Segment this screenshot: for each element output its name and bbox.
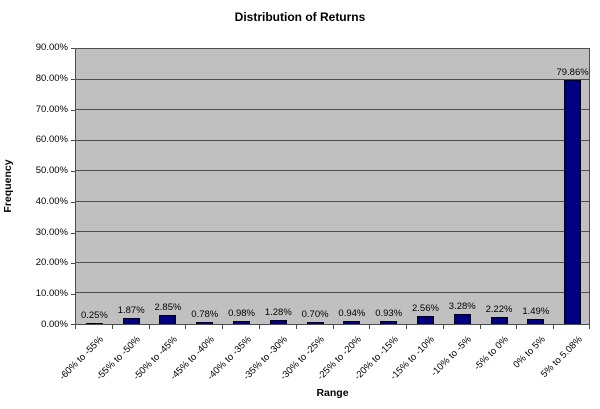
bar <box>490 317 508 324</box>
x-tick-mark <box>185 325 187 329</box>
bar-value-label: 0.93% <box>375 308 403 319</box>
x-tick-mark <box>369 325 371 329</box>
bar-value-label: 3.28% <box>448 301 476 312</box>
bar <box>306 322 324 324</box>
y-tick-mark <box>71 109 75 111</box>
y-tick-label: 70.00% <box>35 103 68 115</box>
y-tick-mark <box>71 263 75 265</box>
y-tick-label: 40.00% <box>35 195 68 207</box>
bar-value-label: 0.94% <box>338 308 366 319</box>
y-tick-mark <box>71 294 75 296</box>
y-gridline <box>76 170 589 172</box>
y-axis-title: Frequency <box>2 159 14 213</box>
bar <box>453 314 471 324</box>
y-tick-label: 10.00% <box>35 288 68 300</box>
y-gridline <box>76 139 589 141</box>
y-tick-label: 50.00% <box>35 165 68 177</box>
y-tick-mark <box>71 78 75 80</box>
bar <box>233 321 251 324</box>
bar <box>196 322 214 324</box>
bar <box>416 316 434 324</box>
y-gridline <box>76 48 589 49</box>
y-tick-label: 0.00% <box>41 319 68 330</box>
bar-value-label: 0.25% <box>80 310 108 321</box>
x-tick-mark <box>258 325 260 329</box>
x-tick-mark <box>295 325 297 329</box>
x-tick-mark <box>75 325 76 329</box>
bar-value-label: 2.56% <box>411 303 439 314</box>
bar <box>527 319 545 324</box>
bar <box>85 323 103 324</box>
bar-value-label: 1.49% <box>522 306 550 317</box>
bar-value-label: 79.86% <box>556 67 589 78</box>
x-tick-mark <box>111 325 113 329</box>
y-gridline <box>76 292 589 294</box>
chart-title: Distribution of Returns <box>234 10 366 24</box>
bar <box>343 321 361 324</box>
y-tick-mark <box>71 171 75 173</box>
y-tick-label: 60.00% <box>35 134 68 146</box>
bar-value-label: 0.78% <box>191 309 219 320</box>
y-tick-label: 80.00% <box>35 72 68 84</box>
x-axis-title: Range <box>316 387 349 399</box>
bar-value-label: 1.28% <box>264 307 292 318</box>
y-tick-mark <box>71 201 75 203</box>
y-tick-mark <box>71 232 75 234</box>
y-tick-mark <box>71 324 75 325</box>
bar <box>122 318 140 324</box>
y-tick-label: 30.00% <box>35 226 68 238</box>
x-tick-mark <box>479 325 481 329</box>
x-tick-mark <box>589 325 590 329</box>
bar <box>380 321 398 324</box>
x-tick-mark <box>442 325 444 329</box>
x-tick-mark <box>332 325 334 329</box>
x-tick-mark <box>222 325 224 329</box>
plot-area: 0.25% 1.87% 2.85% 0.78% 0.98% 1.28% 0.70% 0.94%… <box>75 48 590 325</box>
y-tick-label: 20.00% <box>35 257 68 269</box>
bar-value-label: 0.98% <box>228 308 255 319</box>
y-gridline <box>76 200 589 202</box>
y-gridline <box>76 78 589 80</box>
x-tick-mark <box>406 325 408 329</box>
bar-value-label: 0.70% <box>301 309 329 320</box>
bar <box>269 320 287 324</box>
bar <box>159 315 177 324</box>
bar-value-label: 2.85% <box>154 302 182 313</box>
x-tick-mark <box>553 325 555 329</box>
bar-value-label: 1.87% <box>117 305 145 316</box>
bar-value-label: 2.22% <box>485 304 513 315</box>
bar <box>564 80 582 324</box>
x-tick-mark <box>516 325 518 329</box>
y-gridline <box>76 109 589 111</box>
y-tick-mark <box>71 48 75 49</box>
y-gridline <box>76 231 589 233</box>
y-tick-mark <box>71 140 75 142</box>
x-tick-mark <box>148 325 150 329</box>
y-gridline <box>76 261 589 263</box>
y-tick-label: 90.00% <box>35 42 68 53</box>
